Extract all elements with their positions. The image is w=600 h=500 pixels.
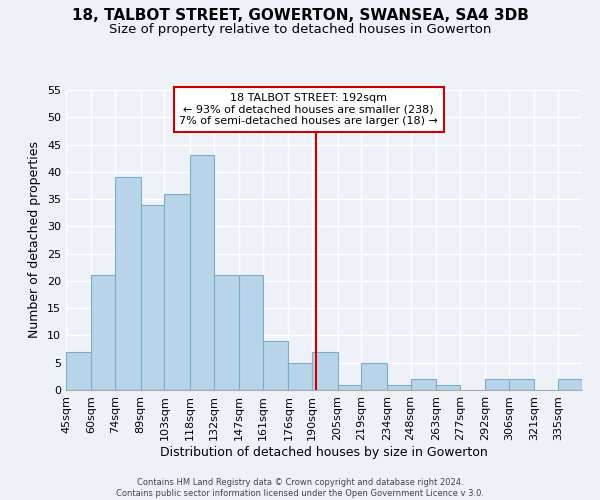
- Bar: [140, 204, 164, 390]
- Bar: [558, 379, 582, 390]
- Bar: [387, 384, 410, 390]
- Text: Contains HM Land Registry data © Crown copyright and database right 2024.
Contai: Contains HM Land Registry data © Crown c…: [116, 478, 484, 498]
- Bar: [509, 379, 535, 390]
- Bar: [214, 276, 239, 390]
- Bar: [115, 178, 140, 390]
- Text: 18, TALBOT STREET, GOWERTON, SWANSEA, SA4 3DB: 18, TALBOT STREET, GOWERTON, SWANSEA, SA…: [71, 8, 529, 22]
- Bar: [66, 352, 91, 390]
- Bar: [263, 341, 289, 390]
- Bar: [361, 362, 387, 390]
- Bar: [164, 194, 190, 390]
- Bar: [338, 384, 361, 390]
- Text: Size of property relative to detached houses in Gowerton: Size of property relative to detached ho…: [109, 22, 491, 36]
- Bar: [485, 379, 509, 390]
- Text: 18 TALBOT STREET: 192sqm
← 93% of detached houses are smaller (238)
7% of semi-d: 18 TALBOT STREET: 192sqm ← 93% of detach…: [179, 93, 438, 126]
- Bar: [239, 276, 263, 390]
- Y-axis label: Number of detached properties: Number of detached properties: [28, 142, 41, 338]
- Bar: [289, 362, 312, 390]
- Bar: [190, 156, 214, 390]
- Bar: [312, 352, 338, 390]
- X-axis label: Distribution of detached houses by size in Gowerton: Distribution of detached houses by size …: [160, 446, 488, 458]
- Bar: [410, 379, 436, 390]
- Bar: [91, 276, 115, 390]
- Bar: [436, 384, 460, 390]
